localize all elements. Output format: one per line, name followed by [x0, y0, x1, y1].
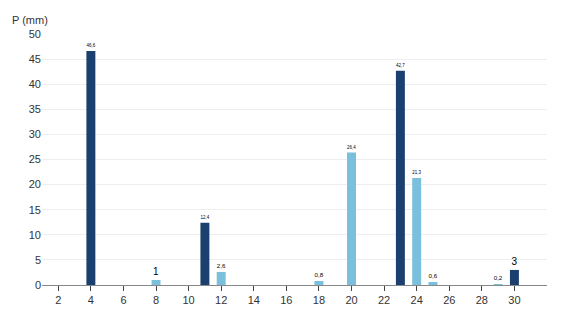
svg-text:14: 14 — [248, 294, 260, 306]
svg-text:22: 22 — [378, 294, 390, 306]
svg-text:P (mm): P (mm) — [12, 14, 48, 26]
svg-text:46,6: 46,6 — [86, 43, 95, 48]
svg-text:20: 20 — [29, 178, 41, 190]
svg-text:15: 15 — [29, 204, 41, 216]
svg-text:10: 10 — [182, 294, 194, 306]
svg-text:16: 16 — [280, 294, 292, 306]
svg-text:26: 26 — [443, 294, 455, 306]
svg-text:30: 30 — [508, 294, 520, 306]
svg-text:1: 1 — [153, 266, 159, 277]
svg-text:35: 35 — [29, 103, 41, 115]
svg-text:45: 45 — [29, 53, 41, 65]
svg-text:8: 8 — [153, 294, 159, 306]
svg-text:40: 40 — [29, 78, 41, 90]
svg-text:12,4: 12,4 — [200, 215, 209, 220]
svg-text:25: 25 — [29, 153, 41, 165]
svg-text:6: 6 — [120, 294, 126, 306]
svg-text:20: 20 — [345, 294, 357, 306]
svg-text:26,4: 26,4 — [347, 145, 356, 150]
svg-text:30: 30 — [29, 128, 41, 140]
svg-text:0,6: 0,6 — [428, 272, 437, 279]
svg-text:18: 18 — [313, 294, 325, 306]
svg-text:2: 2 — [55, 294, 61, 306]
svg-text:10: 10 — [29, 229, 41, 241]
svg-text:21,3: 21,3 — [412, 170, 421, 175]
svg-text:2,6: 2,6 — [217, 262, 226, 269]
svg-text:0: 0 — [35, 279, 41, 291]
svg-text:24: 24 — [411, 294, 423, 306]
svg-text:42,7: 42,7 — [396, 63, 405, 68]
svg-text:0,2: 0,2 — [494, 274, 503, 281]
svg-text:50: 50 — [29, 28, 41, 40]
svg-text:3: 3 — [511, 256, 517, 267]
svg-text:0,8: 0,8 — [314, 271, 323, 278]
svg-text:28: 28 — [476, 294, 488, 306]
svg-text:12: 12 — [215, 294, 227, 306]
svg-text:4: 4 — [88, 294, 94, 306]
svg-text:5: 5 — [35, 254, 41, 266]
